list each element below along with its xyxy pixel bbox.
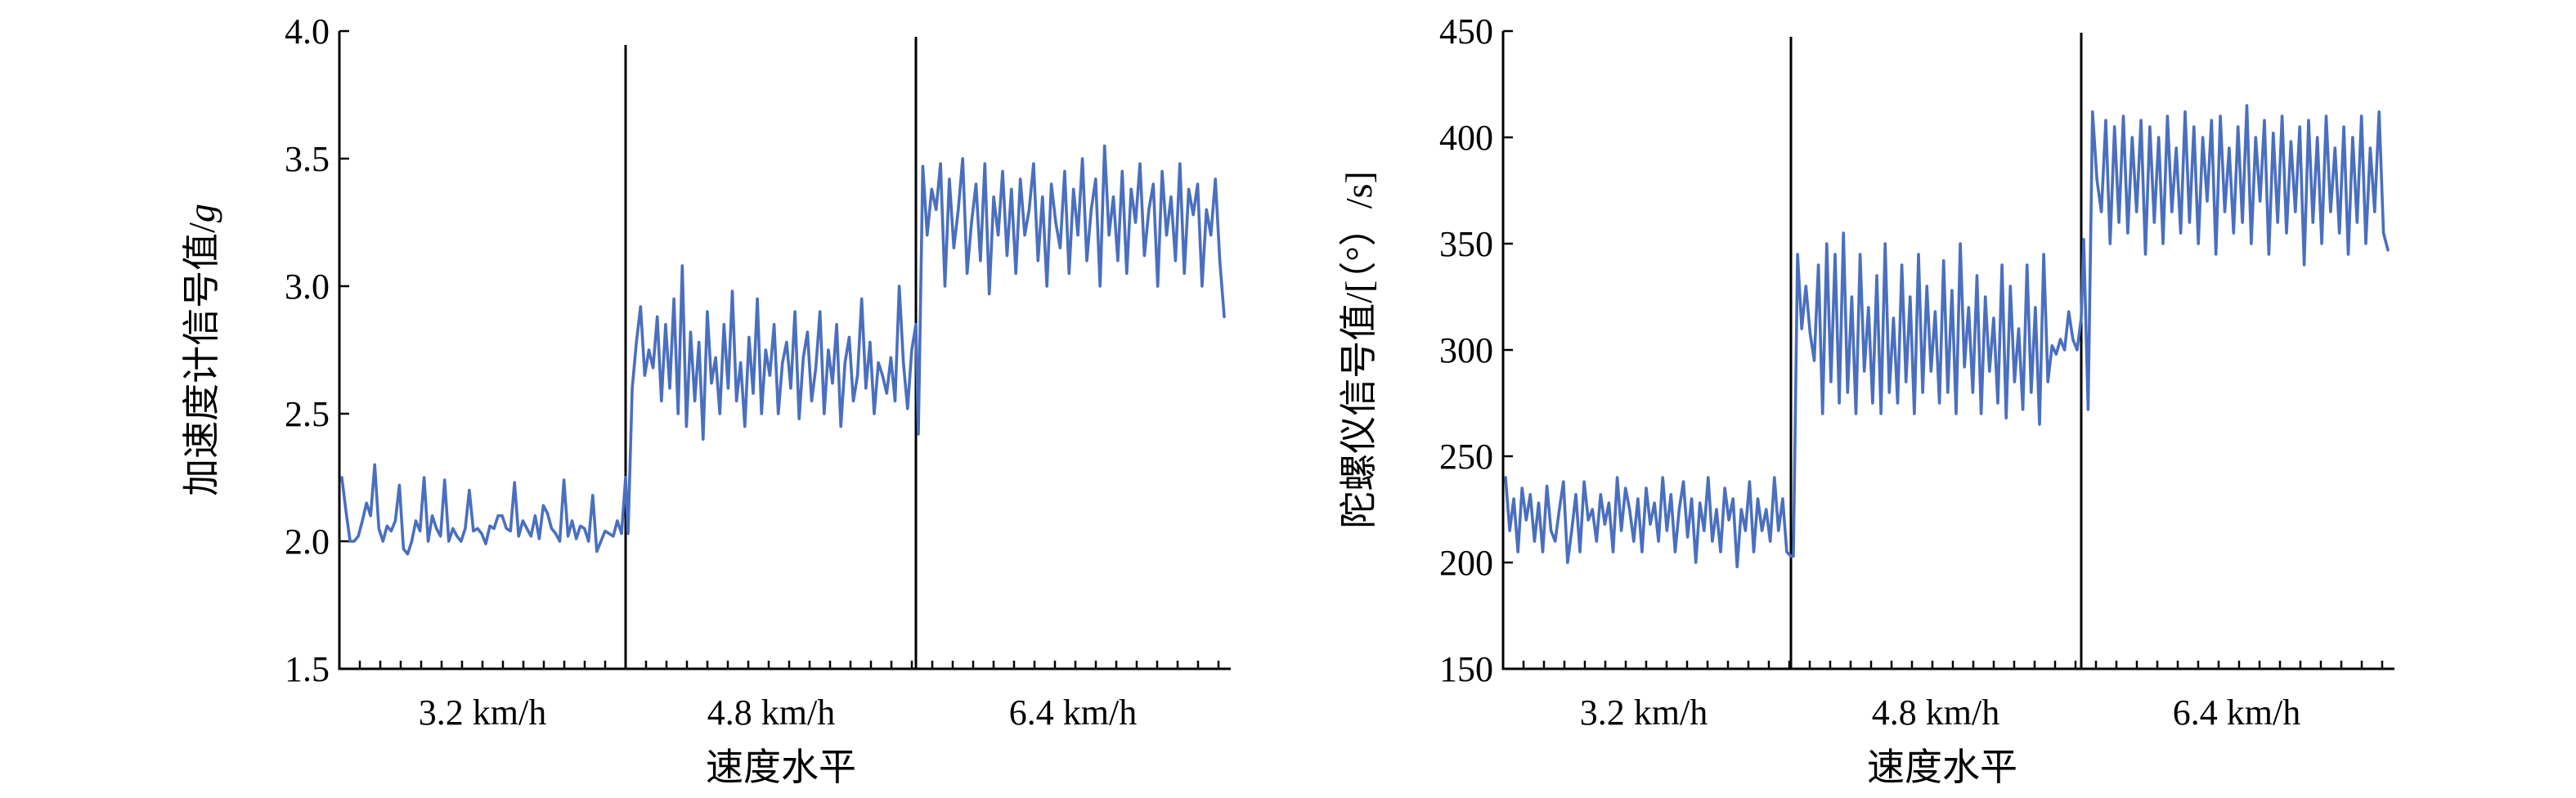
accelerometer-category-label: 3.2 km/h (419, 693, 546, 733)
accelerometer-y-tick-label: 3.5 (285, 139, 330, 179)
accelerometer-y-tick-label: 3.0 (285, 267, 330, 307)
gyroscope-y-ticks: 150 200 250 300 350 400 450 (1439, 11, 1513, 689)
gyroscope-y-tick-label: 450 (1439, 11, 1493, 52)
gyroscope-y-tick-label: 400 (1439, 118, 1493, 158)
gyroscope-series (1504, 104, 2390, 569)
accelerometer-series (340, 144, 1226, 556)
gyroscope-x-axis-title: 速度水平 (1867, 746, 2017, 788)
accelerometer-category-label: 4.8 km/h (707, 693, 835, 733)
gyroscope-y-tick-label: 300 (1439, 330, 1493, 370)
gyroscope-chart: 150 200 250 300 350 400 450 3.2 km/h 4.8 km/h … (1338, 11, 2394, 788)
gyroscope-y-tick-label: 250 (1439, 437, 1493, 477)
accelerometer-y-axis-title: 加速度计信号值/g (181, 204, 222, 496)
accelerometer-y-tick-label: 2.5 (285, 394, 330, 434)
accelerometer-category-label: 6.4 km/h (1009, 693, 1137, 733)
accelerometer-y-axis-title-main: 加速度计信号值/ (181, 222, 222, 496)
gyroscope-category-label: 6.4 km/h (2173, 693, 2300, 733)
accelerometer-y-axis-title-unit: g (181, 204, 222, 222)
accelerometer-y-ticks: 1.5 2.0 2.5 3.0 3.5 4.0 (285, 11, 349, 689)
gyroscope-y-tick-label: 200 (1439, 543, 1493, 583)
gyroscope-category-label: 4.8 km/h (1872, 693, 1999, 733)
accelerometer-x-ticks (338, 661, 1220, 669)
gyroscope-category-label: 3.2 km/h (1580, 693, 1708, 733)
accelerometer-x-axis-title: 速度水平 (706, 746, 856, 788)
gyroscope-category-labels: 3.2 km/h 4.8 km/h 6.4 km/h (1580, 693, 2300, 733)
accelerometer-signal-line (340, 144, 1226, 556)
gyroscope-y-tick-label: 150 (1439, 649, 1493, 689)
accelerometer-y-tick-label: 2.0 (285, 522, 330, 562)
gyroscope-signal-line (1504, 104, 2390, 569)
accelerometer-category-labels: 3.2 km/h 4.8 km/h 6.4 km/h (419, 693, 1137, 733)
gyroscope-y-tick-label: 350 (1439, 224, 1493, 264)
accelerometer-y-tick-label: 1.5 (285, 649, 330, 689)
accelerometer-chart: 1.5 2.0 2.5 3.0 3.5 4.0 3.2 km/h 4.8 km/h 6.4… (181, 11, 1231, 788)
accelerometer-y-tick-label: 4.0 (285, 11, 330, 52)
gyroscope-y-axis-title-main: 陀螺仪信号值/[（°）/s] (1338, 171, 1380, 529)
gyroscope-x-ticks (1501, 661, 2384, 669)
gyroscope-y-axis-title: 陀螺仪信号值/[（°）/s] (1338, 171, 1380, 529)
